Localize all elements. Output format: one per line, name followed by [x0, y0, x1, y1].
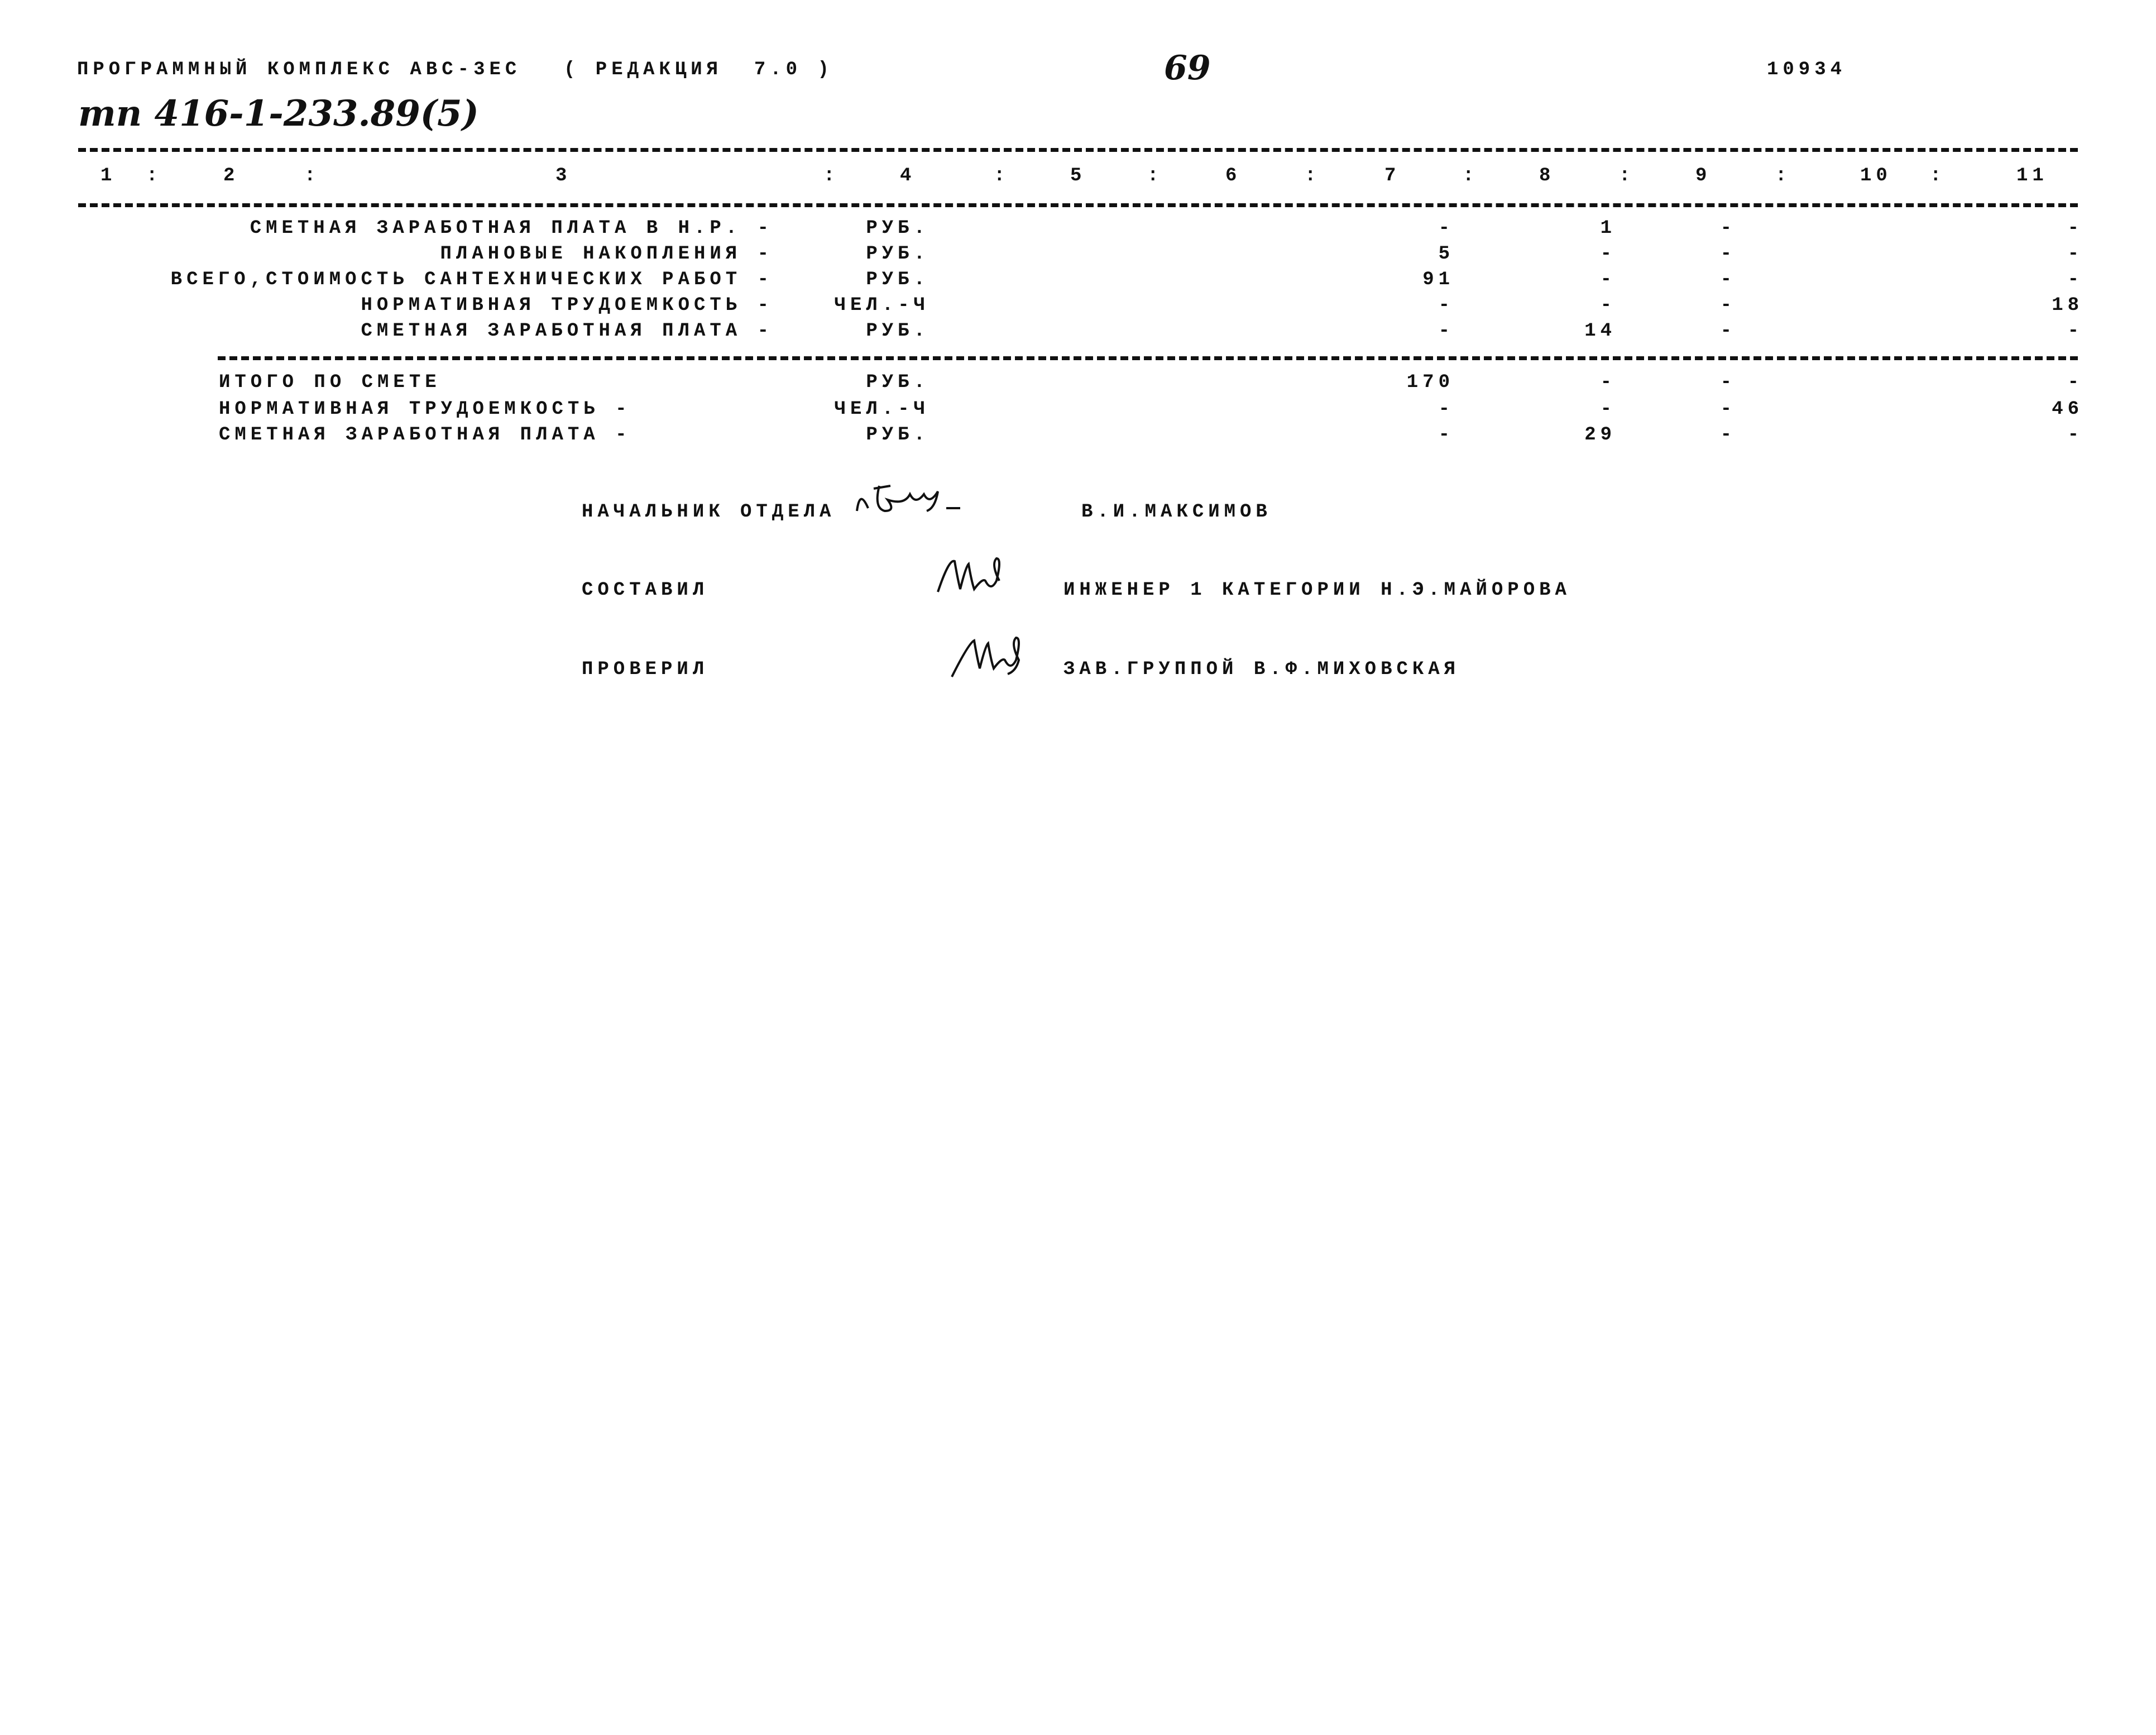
cell-col8: 14 — [1584, 321, 1616, 342]
signature-role: НАЧАЛЬНИК ОТДЕЛА — [582, 501, 836, 523]
cell-col9: - — [1720, 372, 1736, 393]
cell-col8: 1 — [1600, 218, 1616, 239]
cell-col7: - — [1438, 399, 1454, 420]
cell-col9: - — [1720, 424, 1736, 446]
table-header-rule — [78, 203, 2078, 207]
cell-col7: - — [1438, 218, 1454, 239]
row-unit: РУБ. — [866, 372, 930, 393]
signature-role: ПРОВЕРИЛ — [582, 659, 709, 680]
column-separator: : — [146, 165, 162, 187]
signature-role: СОСТАВИЛ — [582, 580, 709, 601]
column-separator: : — [1619, 165, 1635, 187]
cell-col7: - — [1438, 321, 1454, 342]
column-separator: : — [1775, 165, 1791, 187]
row-label: НОРМАТИВНАЯ ТРУДОЕМКОСТЬ - — [361, 295, 773, 316]
edition-label: ( РЕДАКЦИЯ 7.0 ) — [564, 59, 833, 80]
cell-col7: 5 — [1438, 243, 1454, 265]
doc-number: 10934 — [1767, 59, 1847, 80]
row-unit: РУБ. — [866, 424, 930, 446]
column-separator: : — [304, 165, 320, 187]
handwritten-signature — [951, 636, 1020, 677]
column-separator: : — [823, 165, 840, 187]
cell-col11: - — [2067, 424, 2083, 446]
column-separator: : — [1147, 165, 1163, 187]
cell-col9: - — [1720, 218, 1736, 239]
signatory-name: ИНЖЕНЕР 1 КАТЕГОРИИ Н.Э.МАЙОРОВА — [1063, 580, 1571, 601]
column-number: 9 — [1695, 165, 1712, 187]
cell-col7: 91 — [1422, 269, 1454, 290]
row-unit: РУБ. — [866, 243, 930, 265]
section-divider-rule — [218, 356, 2078, 360]
table-top-rule — [78, 148, 2078, 152]
column-number: 3 — [555, 165, 572, 187]
column-separator: : — [1930, 165, 1946, 187]
cell-col11: 18 — [2052, 295, 2083, 316]
column-separator: : — [1305, 165, 1321, 187]
column-number: 8 — [1539, 165, 1555, 187]
cell-col8: - — [1600, 295, 1616, 316]
cell-col9: - — [1720, 243, 1736, 265]
cell-col11: 46 — [2052, 399, 2083, 420]
cell-col7: 170 — [1406, 372, 1454, 393]
row-label: СМЕТНАЯ ЗАРАБОТНАЯ ПЛАТА - — [361, 321, 773, 342]
cell-col11: - — [2067, 218, 2083, 239]
row-label: НОРМАТИВНАЯ ТРУДОЕМКОСТЬ - — [219, 399, 631, 420]
cell-col8: - — [1600, 243, 1616, 265]
row-unit: РУБ. — [866, 321, 930, 342]
cell-col9: - — [1720, 399, 1736, 420]
column-separator: : — [1463, 165, 1479, 187]
cell-col8: - — [1600, 399, 1616, 420]
column-separator: : — [994, 165, 1010, 187]
column-number: 7 — [1384, 165, 1401, 187]
handwritten-signature — [856, 485, 960, 513]
column-number: 2 — [223, 165, 239, 187]
row-label: ИТОГО ПО СМЕТЕ — [219, 372, 441, 393]
row-unit: ЧЕЛ.-Ч — [834, 399, 930, 420]
cell-col9: - — [1720, 321, 1736, 342]
cell-col11: - — [2067, 372, 2083, 393]
column-number: 10 — [1860, 165, 1892, 187]
page-number: 69 — [1164, 49, 1211, 88]
column-number: 1 — [100, 165, 117, 187]
cell-col8: - — [1600, 269, 1616, 290]
cell-col8: 29 — [1584, 424, 1616, 446]
signatory-name: В.И.МАКСИМОВ — [1081, 501, 1272, 523]
signatory-name: ЗАВ.ГРУППОЙ В.Ф.МИХОВСКАЯ — [1063, 659, 1460, 680]
row-label: ВСЕГО,СТОИМОСТЬ САНТЕХНИЧЕСКИХ РАБОТ - — [170, 269, 773, 290]
cell-col11: - — [2067, 321, 2083, 342]
program-title: ПРОГРАММНЫЙ КОМПЛЕКС АВС-3ЕС — [77, 59, 521, 80]
cell-col7: - — [1438, 295, 1454, 316]
column-number: 4 — [900, 165, 916, 187]
project-code: тп 416-1-233.89(5) — [78, 93, 479, 135]
row-label: СМЕТНАЯ ЗАРАБОТНАЯ ПЛАТА - — [219, 424, 631, 446]
row-unit: РУБ. — [866, 269, 930, 290]
cell-col9: - — [1720, 269, 1736, 290]
handwritten-signature — [937, 557, 1000, 592]
cell-col11: - — [2067, 243, 2083, 265]
cell-col7: - — [1438, 424, 1454, 446]
row-unit: РУБ. — [866, 218, 930, 239]
column-number: 6 — [1225, 165, 1242, 187]
row-unit: ЧЕЛ.-Ч — [834, 295, 930, 316]
column-number: 5 — [1070, 165, 1086, 187]
row-label: СМЕТНАЯ ЗАРАБОТНАЯ ПЛАТА В Н.Р. - — [250, 218, 773, 239]
row-label: ПЛАНОВЫЕ НАКОПЛЕНИЯ - — [440, 243, 773, 265]
cell-col8: - — [1600, 372, 1616, 393]
cell-col11: - — [2067, 269, 2083, 290]
column-number: 11 — [2016, 165, 2048, 187]
cell-col9: - — [1720, 295, 1736, 316]
